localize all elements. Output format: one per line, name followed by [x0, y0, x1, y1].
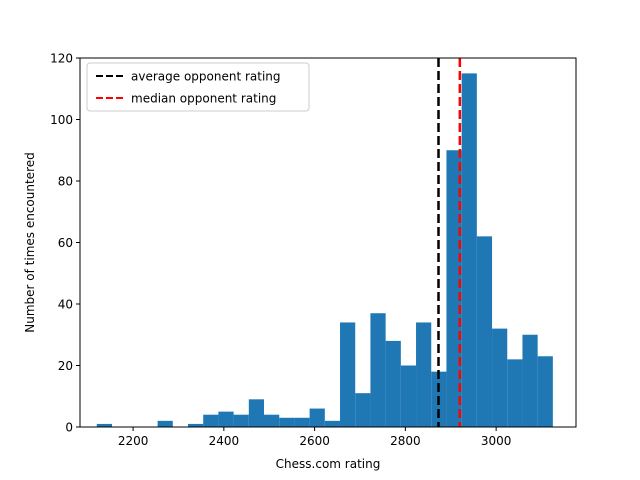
y-axis-label: Number of times encountered — [23, 152, 37, 332]
reference-lines-group — [437, 58, 462, 427]
histogram-bar — [309, 408, 325, 427]
histogram-bar — [416, 322, 432, 427]
histogram-bar — [340, 322, 356, 427]
bars-group — [96, 73, 553, 427]
y-tick-label: 120 — [50, 52, 73, 66]
histogram-bar — [355, 393, 371, 427]
legend: average opponent rating median opponent … — [86, 62, 310, 112]
histogram-bar — [537, 356, 553, 427]
histogram-bar — [461, 73, 477, 427]
histogram-bar — [446, 150, 462, 427]
histogram-bar — [476, 236, 493, 427]
histogram-bar — [324, 420, 341, 427]
histogram-bar — [385, 340, 401, 427]
histogram-bar — [188, 423, 204, 427]
histogram-bar — [96, 423, 112, 427]
histogram-bar — [522, 334, 538, 427]
histogram-bar — [370, 313, 386, 427]
histogram-bar — [203, 414, 219, 427]
histogram-bar — [264, 414, 280, 427]
legend-box — [86, 62, 310, 112]
x-tick-label: 2800 — [390, 434, 421, 448]
legend-median-label: median opponent rating — [131, 92, 276, 106]
x-tick-label: 2400 — [209, 434, 240, 448]
y-tick-label: 80 — [58, 175, 73, 189]
x-tick-label: 3000 — [481, 434, 512, 448]
histogram-bar — [233, 414, 249, 427]
y-tick-label: 60 — [58, 236, 73, 250]
histogram-bar — [492, 328, 508, 427]
histogram-bar — [294, 417, 310, 427]
histogram-bar — [157, 420, 173, 427]
x-axis-label: Chess.com rating — [276, 457, 381, 471]
y-axis-ticks: 0 20 40 60 80 100 120 — [50, 52, 80, 435]
histogram-bar — [218, 411, 234, 427]
x-tick-label: 2600 — [299, 434, 330, 448]
y-tick-label: 0 — [65, 421, 73, 435]
x-tick-label: 2200 — [118, 434, 149, 448]
y-tick-label: 40 — [58, 298, 73, 312]
histogram-bar — [507, 359, 523, 427]
histogram-bar — [279, 417, 295, 427]
legend-average-label: average opponent rating — [131, 70, 281, 84]
histogram-bar — [248, 399, 265, 427]
y-tick-label: 20 — [58, 359, 73, 373]
histogram-bar — [400, 365, 417, 427]
x-axis-ticks: 2200 2400 2600 2800 3000 — [118, 427, 512, 448]
y-tick-label: 100 — [50, 113, 73, 127]
